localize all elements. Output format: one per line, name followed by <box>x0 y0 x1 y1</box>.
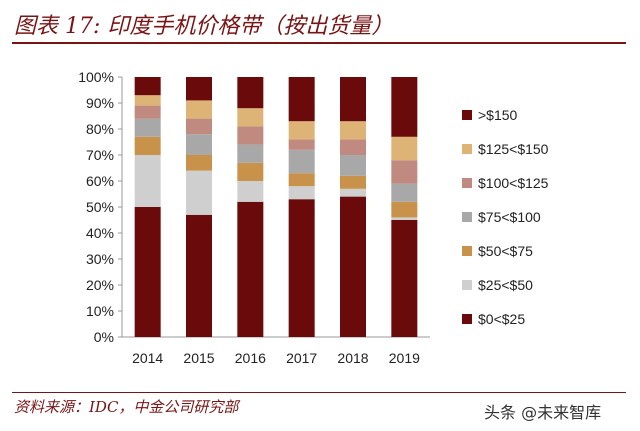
bar-segment-2017->150 <box>288 77 315 122</box>
bar-segment-2016-0-25 <box>237 201 264 337</box>
x-tick-label: 2015 <box>183 350 214 366</box>
y-tick-label: 20% <box>86 277 114 293</box>
bar-segment-2017-0-25 <box>288 199 315 337</box>
bar-segment-2017-125-150 <box>288 121 315 140</box>
legend-label: $125<$150 <box>478 141 549 157</box>
bar-segment-2016-100-125 <box>237 126 264 145</box>
bar-segment-2016-50-75 <box>237 162 264 181</box>
bar-segment-2015->150 <box>186 77 212 101</box>
legend: >$150 $125<$150 $100<$125 $75<$100 $50<$75 $2… <box>462 107 549 327</box>
bar-segment-2019-75-100 <box>391 183 418 202</box>
bar-segment-2014->150 <box>134 77 161 96</box>
bar-segment-2017-75-100 <box>288 149 315 174</box>
bar-segment-2019-125-150 <box>391 136 418 161</box>
legend-swatch->150 <box>462 110 472 120</box>
bar-segment-2017-25-50 <box>288 186 315 200</box>
legend-swatch-125-150 <box>462 144 472 154</box>
y-tick-label: 10% <box>86 303 114 319</box>
bar-segment-2019-25-50 <box>391 217 418 220</box>
bar-segment-2014-50-75 <box>134 136 161 155</box>
bar-segment-2016-125-150 <box>237 108 264 127</box>
source-note: 资料来源：IDC，中金公司研究部 <box>14 398 239 416</box>
y-tick-label: 70% <box>86 147 114 163</box>
bar-segment-2018-50-75 <box>340 175 366 189</box>
legend-label: >$150 <box>478 107 518 123</box>
bar-segment-2017-50-75 <box>288 173 315 187</box>
bar-segment-2016->150 <box>237 77 264 109</box>
bar-segment-2019->150 <box>391 77 418 137</box>
title-divider <box>12 42 626 44</box>
legend-label: $75<$100 <box>478 209 541 225</box>
legend-swatch-25-50 <box>462 280 472 290</box>
legend-swatch-100-125 <box>462 178 472 188</box>
bar-segment-2019-100-125 <box>391 160 418 184</box>
bar-segment-2016-75-100 <box>237 144 264 163</box>
bar-segment-2014-0-25 <box>134 207 161 337</box>
legend-label: $0<$25 <box>478 311 525 327</box>
legend-label: $100<$125 <box>478 175 549 191</box>
y-tick-label: 0% <box>94 329 114 345</box>
bar-segment-2015-75-100 <box>186 134 212 155</box>
bar-segment-2014-75-100 <box>134 118 161 137</box>
bar-segment-2014-125-150 <box>134 95 161 106</box>
legend-swatch-50-75 <box>462 246 472 256</box>
axis-layer: 0% 10% 20% 30% 40% 50% 60% 70% 80% 90% 100% 2014 201… <box>78 69 430 366</box>
bar-segment-2018-0-25 <box>340 196 366 337</box>
x-tick-label: 2014 <box>132 350 163 366</box>
bar-segment-2015-25-50 <box>186 170 212 215</box>
bar-segment-2016-25-50 <box>237 181 264 202</box>
legend-swatch-75-100 <box>462 212 472 222</box>
bar-segment-2015-50-75 <box>186 155 212 171</box>
bar-segment-2018-75-100 <box>340 155 366 176</box>
footer-divider <box>12 392 626 393</box>
bar-segment-2015-125-150 <box>186 100 212 119</box>
bar-segment-2019-0-25 <box>391 220 418 337</box>
x-tick-label: 2018 <box>337 350 368 366</box>
y-tick-label: 40% <box>86 225 114 241</box>
watermark: 头条 @未来智库 <box>484 403 602 422</box>
bar-segment-2019-50-75 <box>391 201 418 218</box>
x-tick-label: 2019 <box>389 350 420 366</box>
chart-title: 图表 17: 印度手机价格带（按出货量） <box>14 14 394 39</box>
bar-segment-2018->150 <box>340 77 366 122</box>
bar-segment-2017-100-125 <box>288 139 315 150</box>
bar-segment-2015-0-25 <box>186 214 212 337</box>
legend-swatch-0-25 <box>462 314 472 324</box>
x-tick-label: 2017 <box>286 350 317 366</box>
y-tick-label: 60% <box>86 173 114 189</box>
y-tick-label: 30% <box>86 251 114 267</box>
x-tick-label: 2016 <box>235 350 266 366</box>
bar-layer <box>134 77 418 337</box>
legend-label: $50<$75 <box>478 243 533 259</box>
bar-segment-2015-100-125 <box>186 118 212 135</box>
bar-segment-2018-125-150 <box>340 121 366 140</box>
legend-label: $25<$50 <box>478 277 533 293</box>
y-tick-label: 80% <box>86 121 114 137</box>
y-tick-label: 90% <box>86 95 114 111</box>
bar-segment-2018-25-50 <box>340 188 366 197</box>
bar-segment-2018-100-125 <box>340 139 366 155</box>
y-tick-label: 100% <box>78 69 114 85</box>
bar-segment-2014-25-50 <box>134 155 161 207</box>
y-tick-label: 50% <box>86 199 114 215</box>
bar-segment-2014-100-125 <box>134 105 161 119</box>
